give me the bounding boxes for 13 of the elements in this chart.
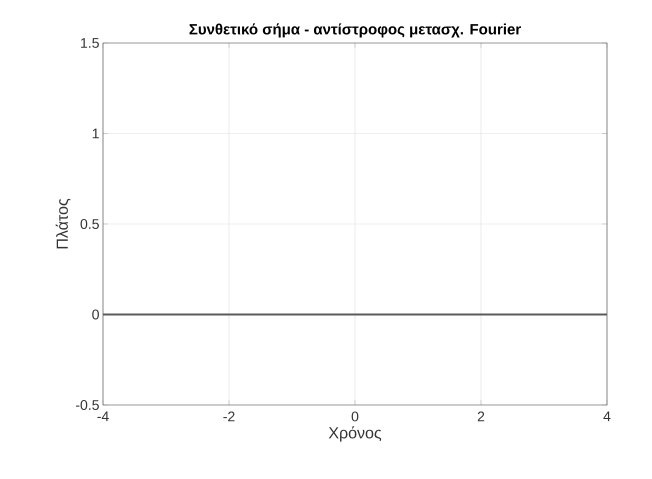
x-tick-label: -2 <box>223 412 235 422</box>
y-tick-label: 1.5 <box>81 38 99 48</box>
x-axis-title: Χρόνος <box>328 426 382 442</box>
chart-title: Συνθετικό σήμα - αντίστροφος μετασχ. Fourier <box>190 23 521 38</box>
y-tick-label: 0 <box>92 310 99 320</box>
x-tick-label: 4 <box>603 412 610 422</box>
x-tick-label: -4 <box>97 412 109 422</box>
x-tick-label: 0 <box>352 412 358 422</box>
x-tick-label: 2 <box>478 412 484 422</box>
y-tick-label: -0.5 <box>76 400 99 410</box>
y-tick-label: 0.5 <box>80 219 99 229</box>
y-axis-title: Πλάτος <box>56 198 71 248</box>
y-tick-label: 1 <box>92 128 99 138</box>
